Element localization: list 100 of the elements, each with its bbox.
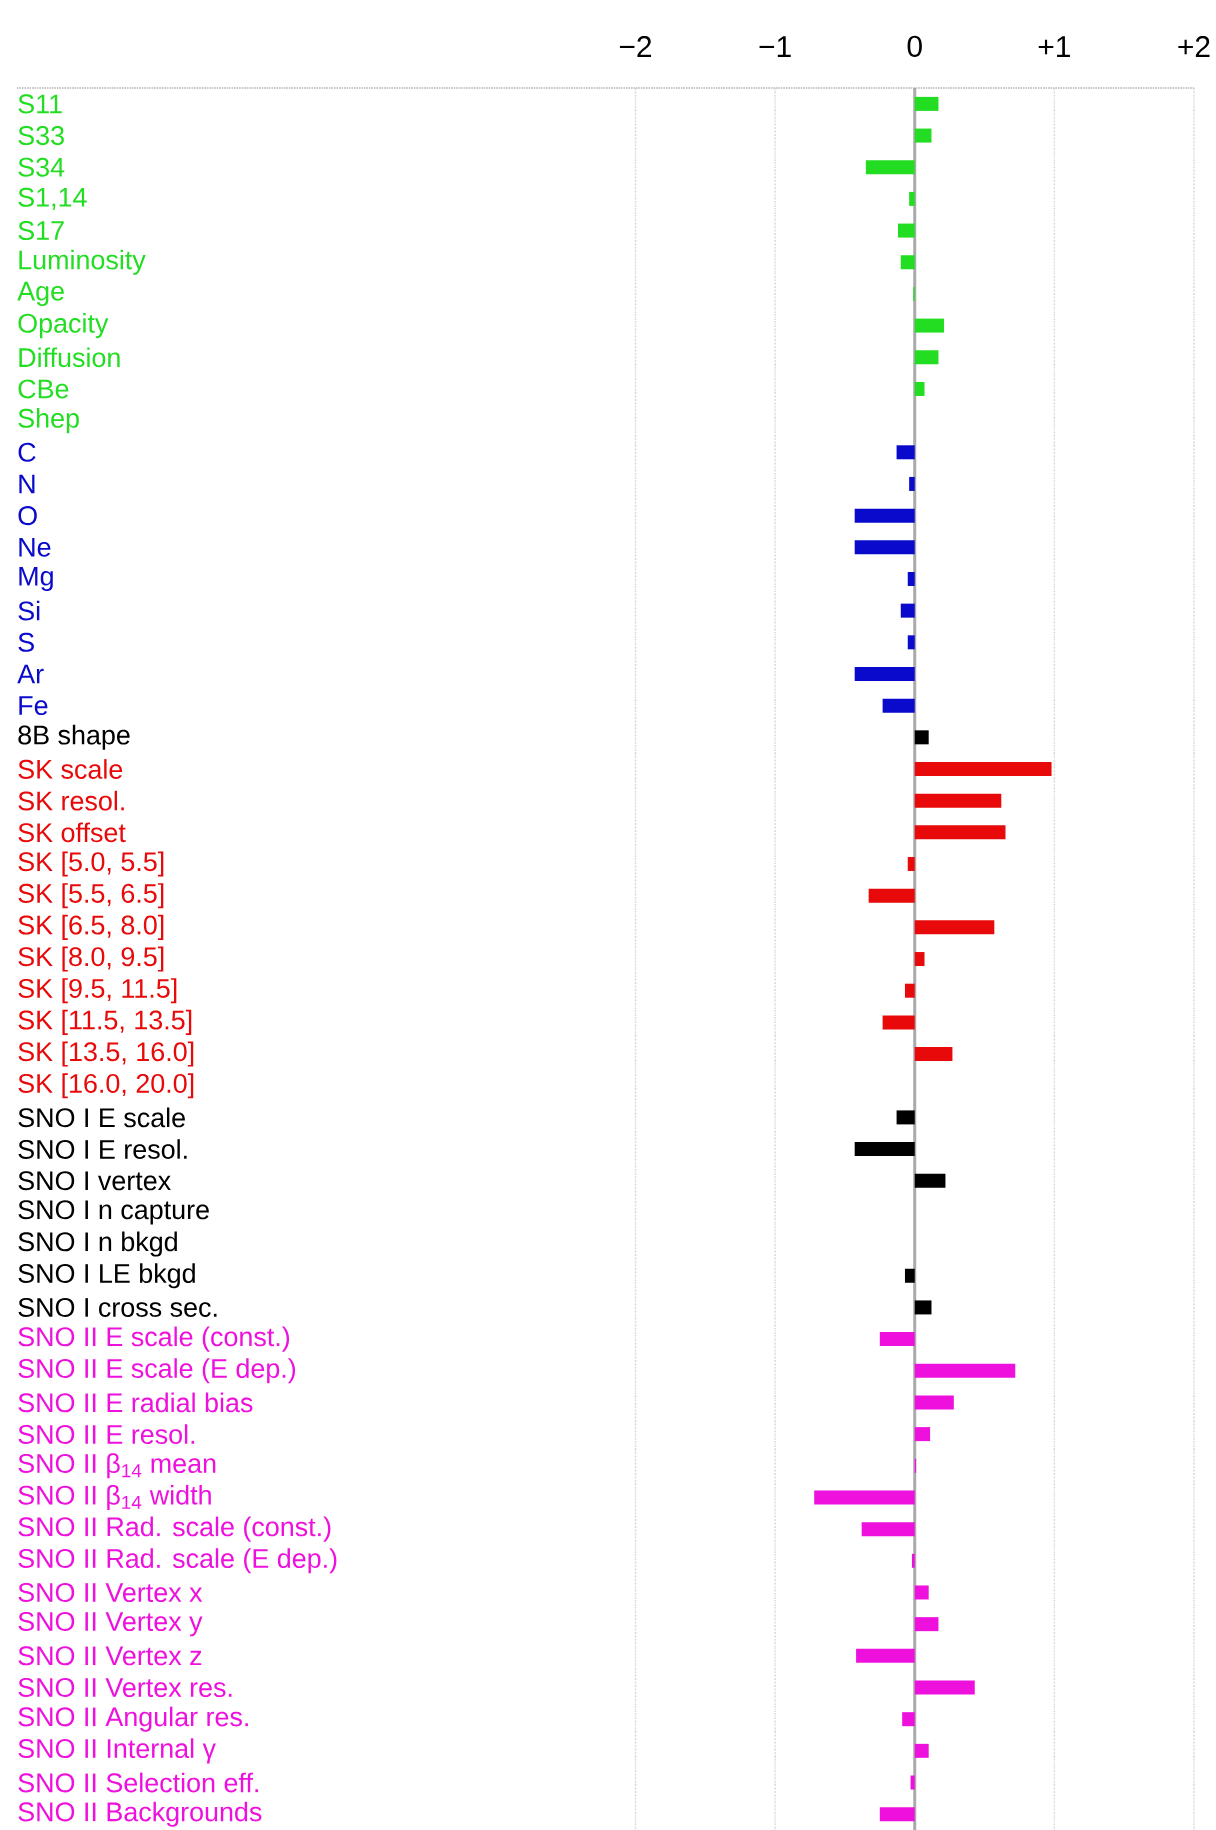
y-tick-label: SNO II Rad. scale (E dep.) bbox=[18, 1548, 337, 1574]
y-tick-label: C bbox=[18, 442, 36, 462]
bar bbox=[861, 1522, 915, 1537]
bar bbox=[910, 1775, 915, 1790]
bar bbox=[909, 476, 915, 491]
y-tick-label: SNO II β$_{14}$ mean bbox=[18, 1453, 216, 1479]
bar bbox=[904, 983, 915, 998]
bar bbox=[814, 1490, 915, 1505]
bar bbox=[909, 191, 915, 206]
y-tick-label: SK [13.5, 16.0] bbox=[18, 1041, 194, 1067]
y-tick-label: SNO II Rad. scale (const.) bbox=[18, 1516, 331, 1542]
y-tick-label: S34 bbox=[18, 157, 65, 177]
y-tick-label: SK [16.0, 20.0] bbox=[18, 1073, 194, 1099]
x-tick-label: 0 bbox=[907, 35, 922, 57]
y-tick-label: SNO I E scale bbox=[18, 1107, 185, 1128]
bar bbox=[907, 635, 915, 650]
bar bbox=[907, 571, 915, 586]
x-tick-label: −1 bbox=[759, 36, 791, 57]
y-tick-label: SNO II Vertex res. bbox=[18, 1677, 232, 1698]
y-tick-label: Mg bbox=[19, 566, 53, 592]
y-tick-label: SNO II E radial bias bbox=[18, 1392, 253, 1413]
y-tick-label: SNO II Selection eff. bbox=[18, 1772, 258, 1793]
bar bbox=[914, 1617, 939, 1632]
y-tick-label: Luminosity bbox=[19, 249, 146, 275]
bar bbox=[914, 952, 925, 967]
bar bbox=[914, 1585, 929, 1600]
bar bbox=[914, 1680, 975, 1695]
y-tick-label: S33 bbox=[18, 126, 64, 146]
bar bbox=[914, 318, 945, 333]
y-tick-label: Si bbox=[18, 600, 40, 621]
y-tick-label: SNO I vertex bbox=[18, 1171, 171, 1191]
y-tick-label: 8B shape bbox=[18, 724, 130, 750]
y-tick-label: SK [8.0, 9.5] bbox=[18, 946, 164, 972]
bar bbox=[914, 730, 929, 745]
y-tick-label: Opacity bbox=[18, 313, 109, 339]
y-tick-label: S17 bbox=[18, 221, 64, 241]
bar bbox=[868, 888, 915, 903]
x-tick-label: −2 bbox=[619, 36, 652, 57]
y-tick-label: SK resol. bbox=[18, 790, 124, 811]
bar bbox=[854, 666, 915, 681]
bar bbox=[900, 255, 915, 270]
y-tick-label: SNO II Angular res. bbox=[18, 1706, 248, 1732]
y-tick-label: SK [6.5, 8.0] bbox=[18, 914, 164, 940]
bar bbox=[914, 96, 939, 111]
y-tick-label: SNO II E resol. bbox=[18, 1424, 195, 1444]
bar bbox=[854, 540, 915, 555]
bar bbox=[904, 1268, 915, 1283]
y-tick-label: N bbox=[19, 474, 35, 494]
y-tick-label: SK [5.5, 6.5] bbox=[18, 883, 164, 909]
bar bbox=[854, 508, 915, 523]
bar bbox=[854, 1142, 915, 1157]
x-tick-label: +1 bbox=[1038, 36, 1070, 57]
y-tick-label: O bbox=[18, 506, 37, 526]
y-tick-label: Age bbox=[17, 281, 64, 306]
y-tick-label: S bbox=[18, 632, 34, 652]
y-tick-label: Fe bbox=[19, 696, 48, 716]
bar bbox=[914, 128, 932, 143]
y-tick-label: SNO II β$_{14}$ width bbox=[18, 1484, 211, 1510]
x-tick-label: +2 bbox=[1178, 36, 1210, 57]
y-tick-label: SNO II E scale (E dep.) bbox=[18, 1358, 296, 1384]
bar bbox=[914, 1743, 929, 1758]
bar bbox=[879, 1807, 915, 1822]
bar bbox=[914, 350, 939, 365]
y-tick-label: S11 bbox=[18, 94, 62, 114]
y-tick-label: SK [5.0, 5.5] bbox=[18, 851, 164, 877]
y-tick-label: SNO I E resol. bbox=[18, 1139, 187, 1159]
y-tick-label: SNO II Vertex y bbox=[18, 1611, 203, 1637]
y-tick-label: SNO II E scale (const.) bbox=[18, 1326, 290, 1352]
bar bbox=[914, 1363, 1016, 1378]
y-tick-label: SK scale bbox=[18, 759, 123, 779]
y-tick-label: SNO II Vertex z bbox=[18, 1646, 202, 1666]
y-tick-label: SNO II Backgrounds bbox=[18, 1801, 262, 1827]
bar bbox=[914, 793, 1002, 808]
y-tick-label: Shep bbox=[18, 408, 79, 434]
bar bbox=[914, 1047, 953, 1062]
bar bbox=[902, 1712, 915, 1727]
y-tick-label: SK [9.5, 11.5] bbox=[18, 978, 177, 1004]
bar bbox=[914, 1395, 954, 1410]
bar bbox=[896, 1110, 915, 1125]
y-tick-label: SK [11.5, 13.5] bbox=[18, 1009, 192, 1035]
y-tick-label: SNO I n capture bbox=[18, 1200, 209, 1225]
bar bbox=[896, 445, 915, 460]
y-tick-label: SNO I cross sec. bbox=[18, 1297, 217, 1317]
bar bbox=[911, 1553, 915, 1568]
y-tick-label: Diffusion bbox=[19, 347, 120, 368]
y-tick-label: SNO II Vertex x bbox=[18, 1582, 203, 1602]
bar bbox=[865, 160, 915, 175]
y-tick-label: S1,14 bbox=[18, 187, 87, 211]
bar bbox=[897, 223, 915, 238]
bar bbox=[856, 1648, 915, 1663]
bar bbox=[914, 1427, 931, 1442]
bar bbox=[914, 762, 1052, 776]
bar bbox=[914, 920, 995, 935]
y-tick-label: SNO I LE bkgd bbox=[18, 1263, 195, 1289]
bar bbox=[914, 825, 1006, 840]
bar bbox=[914, 1300, 932, 1315]
bar bbox=[907, 857, 915, 872]
y-tick-label: CBe bbox=[18, 379, 69, 399]
bar bbox=[879, 1332, 915, 1347]
bar bbox=[914, 381, 925, 396]
